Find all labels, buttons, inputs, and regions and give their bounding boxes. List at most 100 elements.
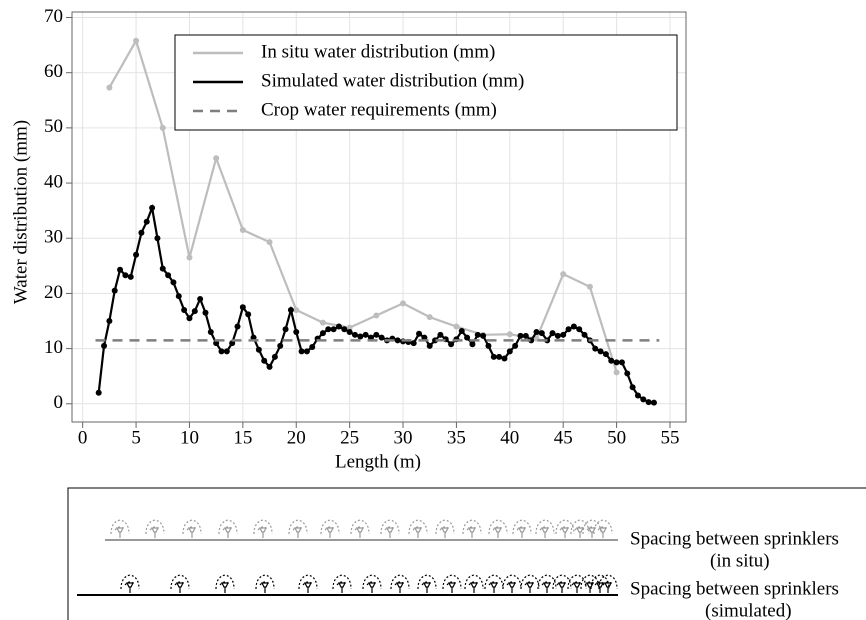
data-point (175, 293, 182, 300)
data-point (133, 251, 140, 258)
data-point (528, 337, 535, 344)
data-point (218, 348, 225, 355)
data-point (250, 334, 257, 341)
spray (170, 574, 190, 590)
data-point (303, 348, 310, 355)
diagram-label: (in situ) (710, 550, 770, 571)
data-point (319, 319, 326, 326)
data-point (549, 330, 556, 337)
data-point (618, 359, 625, 366)
spray (555, 519, 575, 535)
data-point (117, 266, 124, 273)
sprinkler-icon (462, 519, 482, 538)
data-point (570, 323, 577, 330)
spray (362, 574, 382, 590)
data-point (613, 359, 620, 366)
spray (590, 574, 610, 590)
sprinkler-icon (502, 574, 522, 593)
data-point (266, 239, 273, 246)
spray (255, 574, 275, 590)
data-point (271, 353, 278, 360)
sprinkler-icon (362, 574, 382, 593)
spray (435, 519, 455, 535)
data-point (560, 331, 567, 338)
data-point (181, 306, 188, 313)
data-point (229, 340, 236, 347)
data-point (346, 329, 353, 336)
data-point (277, 342, 284, 349)
head (596, 582, 604, 593)
head (490, 582, 498, 593)
head (176, 582, 184, 593)
sprinkler-icon (350, 519, 370, 538)
spray (512, 519, 532, 535)
x-axis-label: Length (m) (335, 451, 421, 472)
head (541, 527, 549, 538)
y-axis-label: Water distribution (mm) (10, 120, 31, 304)
legend-label: In situ water distribution (mm) (261, 41, 495, 62)
spray (537, 574, 557, 590)
spray (145, 519, 165, 535)
data-point (629, 384, 636, 391)
sprinkler-icon (288, 519, 308, 538)
y-tick-label: 0 (54, 392, 64, 413)
data-point (496, 353, 503, 360)
data-point (122, 272, 129, 279)
head (448, 582, 456, 593)
sprinkler-icon (535, 519, 555, 538)
data-point (501, 355, 508, 362)
spray (320, 519, 340, 535)
spray (580, 574, 600, 590)
data-point (565, 326, 572, 333)
sprinkler-icon (582, 519, 602, 538)
sprinkler-icon (182, 519, 202, 538)
sprinkler-icon (120, 574, 140, 593)
sprinkler-icon (390, 574, 410, 593)
data-point (293, 306, 300, 313)
y-tick-label: 40 (44, 171, 63, 192)
data-point (474, 331, 481, 338)
head (576, 527, 584, 538)
sprinkler-icon (145, 519, 165, 538)
data-point (101, 342, 108, 349)
sprinkler-icon (253, 519, 273, 538)
data-point (581, 331, 588, 338)
spray (182, 519, 202, 535)
x-tick-label: 20 (287, 427, 306, 448)
spray (570, 519, 590, 535)
spray (502, 574, 522, 590)
head (588, 527, 596, 538)
data-point (330, 326, 337, 333)
data-point (154, 235, 161, 242)
legend-box (174, 34, 678, 131)
spray (582, 519, 602, 535)
spray (567, 574, 587, 590)
head (561, 527, 569, 538)
data-point (202, 309, 209, 316)
data-point (111, 287, 118, 294)
head (558, 582, 566, 593)
x-tick-label: 5 (131, 427, 141, 448)
data-point (485, 342, 492, 349)
data-point (346, 324, 353, 331)
spray (390, 574, 410, 590)
spray (288, 519, 308, 535)
data-point (149, 204, 156, 211)
sprinkler-icon (512, 519, 532, 538)
spray (520, 574, 540, 590)
spray (442, 574, 462, 590)
x-tick-label: 35 (447, 427, 466, 448)
head (414, 527, 422, 538)
sprinkler-icon (380, 519, 400, 538)
spray (120, 574, 140, 590)
data-point (245, 311, 252, 318)
head (259, 527, 267, 538)
head (494, 527, 502, 538)
y-tick-label: 10 (44, 337, 63, 358)
data-point (560, 271, 567, 278)
data-point (373, 312, 380, 319)
data-point (351, 331, 358, 338)
head (573, 582, 581, 593)
data-point (634, 392, 641, 399)
